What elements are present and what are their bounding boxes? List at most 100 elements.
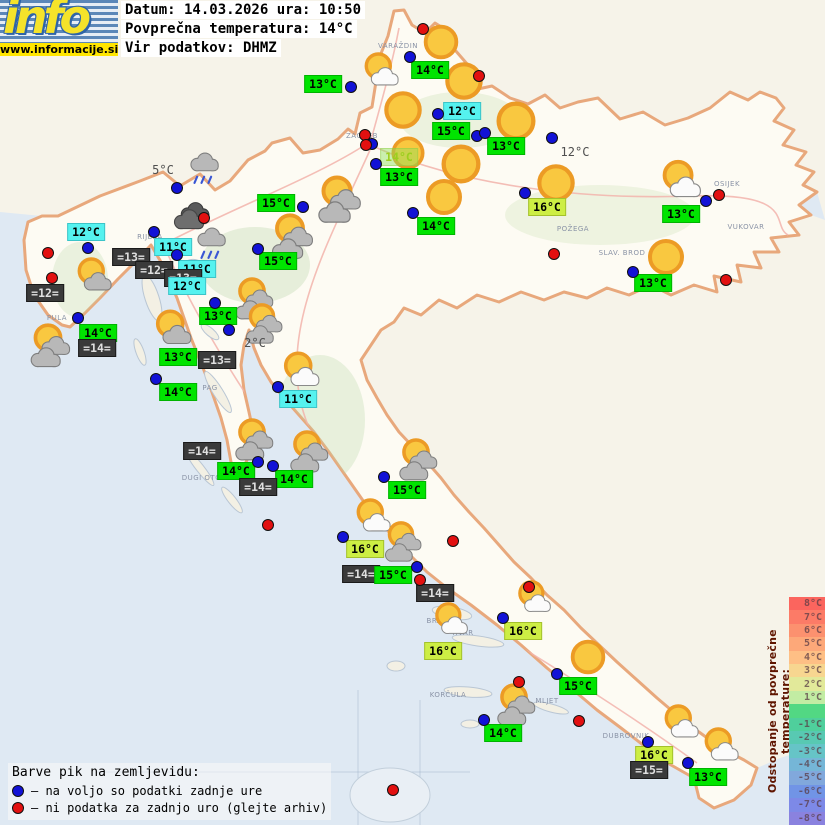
weather-sun-icon [418,19,464,65]
temp-badge: 15°C [388,481,426,499]
temp-badge: 13°C [689,768,727,786]
station-dot-blue [150,373,162,385]
city-label: DUGI OTOK [181,474,227,482]
weather-sun-clouds-icon [263,213,317,263]
station-dot-blue [479,127,491,139]
temp-badge: 13°C [634,274,672,292]
city-label: PULA [46,314,68,322]
site-logo[interactable]: info www.informacije.si [0,0,118,56]
station-dot-blue [252,456,264,468]
city-label: DUBROVNIK [602,732,650,740]
scale-band: -1°C [789,717,825,732]
station-dot-red [573,715,585,727]
station-dot-red [417,23,429,35]
logo-url[interactable]: www.informacije.si [0,43,119,56]
temp-badge: 14°C [159,383,197,401]
temp-badge: 13°C [662,205,700,223]
temp-badge: =15= [630,761,668,779]
temp-badge: 12°C [168,277,206,295]
plain-temp-label: 12°C [560,145,590,159]
station-dot-blue [148,226,160,238]
weather-rain-icon [184,147,226,189]
weather-sun-icon [420,173,468,221]
red-dot-icon [12,802,24,814]
temp-badge: =14= [183,442,221,460]
station-dot-blue [682,757,694,769]
temp-badge: 13°C [304,75,342,93]
weather-sun-icon [435,138,487,190]
logo-stripes: info [0,0,118,43]
weather-sun-clouds-icon [282,430,332,477]
scale-band: -8°C [789,811,825,825]
weather-sun-clouds-icon [489,683,539,730]
temp-badge: 16°C [528,198,566,216]
station-dot-blue [411,561,423,573]
header-date: Datum: 14.03.2026 ura: 10:50 [121,1,366,19]
temp-badge: 16°C [504,622,542,640]
scale-band: -3°C [789,744,825,758]
city-label: VARAŽDIN [378,42,418,50]
weather-rain-icon [191,222,233,264]
weather-sun-cloud-w-icon [275,351,325,394]
temp-badge: =14= [239,478,277,496]
logo-text: info [3,0,91,43]
temp-badge: 14°C [411,61,449,79]
temp-badge: 15°C [257,194,295,212]
station-dot-blue [497,612,509,624]
temp-badge: 14°C [380,148,418,166]
land-east [361,215,825,768]
scale-band: 8°C [789,597,825,611]
station-dot-blue [223,324,235,336]
station-dot-blue [345,81,357,93]
temp-badge: 13°C [159,348,197,366]
station-dot-red [46,272,58,284]
temp-badge: 15°C [432,122,470,140]
plain-temp-label: 5°C [152,163,174,177]
scale-band: -5°C [789,771,825,785]
station-dot-blue [171,249,183,261]
scale-band [789,704,825,718]
weather-sun-clouds-icon [377,521,425,566]
city-label: PAG [202,384,218,392]
header-average-temp: Povprečna temperatura: 14°C [121,20,357,38]
station-dot-blue [297,201,309,213]
station-dot-red [447,535,459,547]
station-dot-red [387,784,399,796]
weather-sun-icon [565,634,611,680]
city-label: POŽEGA [556,225,590,233]
scale-band: -2°C [789,731,825,745]
weather-sun-cloud-w-icon [656,703,704,744]
station-dot-red [198,212,210,224]
station-dot-blue [378,471,390,483]
scale-band: -6°C [789,784,825,799]
scale-band: 2°C [789,677,825,691]
station-dot-blue [700,195,712,207]
weather-sun-clouds-icon [238,303,286,348]
temp-badge: 16°C [346,540,384,558]
station-dot-blue [337,531,349,543]
temp-badge: =12= [135,261,173,279]
temp-badge: 13°C [380,168,418,186]
station-dot-blue [267,460,279,472]
station-dot-red [42,247,54,259]
city-label: VUKOVAR [727,223,765,231]
station-dot-blue [370,158,382,170]
deviation-scale: 8°C 7°C 6°C 5°C 4°C 3°C 2°C 1°C -1°C -2°C -3°C -4°C… [789,597,825,825]
station-dot-blue [642,736,654,748]
city-label: SLAV. BROD [598,249,646,257]
station-dot-blue [551,668,563,680]
station-dot-blue [407,207,419,219]
header-data-source: Vir podatkov: DHMZ [121,39,281,57]
weather-sun-cloud-g-icon [69,256,117,297]
station-dot-blue [82,242,94,254]
station-dot-blue [72,312,84,324]
city-label: KORČULA [429,691,467,699]
temp-badge: 11°C [279,390,317,408]
legend-item-red: – ni podatka za zadnjo uro (glejte arhiv… [12,801,327,815]
dot-legend: Barve pik na zemljevidu: – na voljo so p… [8,763,332,820]
temp-badge: 15°C [559,677,597,695]
station-dot-blue [272,381,284,393]
legend-item-blue: – na voljo so podatki zadnje ure [12,784,327,798]
